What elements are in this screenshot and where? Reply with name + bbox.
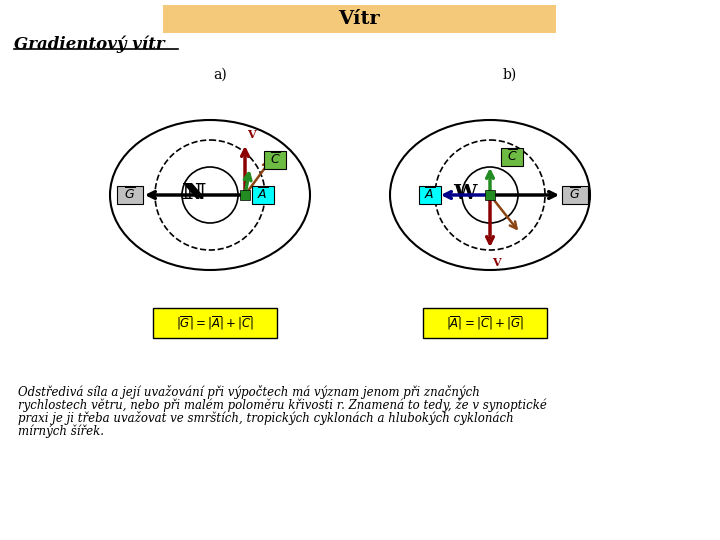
Text: N: N	[186, 182, 206, 204]
Text: $\overline{C}$: $\overline{C}$	[269, 152, 280, 168]
Text: $\overline{C}$: $\overline{C}$	[507, 149, 518, 165]
Text: $|\overline{G}| = |\overline{A}| + |\overline{C}|$: $|\overline{G}| = |\overline{A}| + |\ove…	[176, 314, 254, 332]
Text: $\overline{G}$: $\overline{G}$	[124, 187, 136, 202]
Text: V: V	[247, 129, 256, 140]
Text: rychlostech větru, nebo při malém poloměru křivosti r. Znamená to tedy, že v syn: rychlostech větru, nebo při malém polomě…	[18, 398, 547, 412]
Text: mírných šířek.: mírných šířek.	[18, 424, 104, 437]
FancyBboxPatch shape	[240, 190, 250, 200]
Text: $\overline{A}$: $\overline{A}$	[424, 187, 436, 202]
Text: V: V	[492, 257, 500, 268]
Text: $\overline{A}$: $\overline{A}$	[257, 187, 269, 202]
Text: Vítr: Vítr	[338, 10, 380, 28]
FancyBboxPatch shape	[485, 190, 495, 200]
FancyBboxPatch shape	[163, 5, 556, 33]
Text: W: W	[454, 183, 477, 203]
FancyBboxPatch shape	[419, 186, 441, 204]
FancyBboxPatch shape	[252, 186, 274, 204]
FancyBboxPatch shape	[562, 186, 588, 204]
Text: b): b)	[503, 68, 517, 82]
Text: Gradientový vítr: Gradientový vítr	[14, 35, 165, 53]
FancyBboxPatch shape	[153, 308, 277, 338]
Text: $|\overline{A}| = |\overline{C}| + |\overline{G}|$: $|\overline{A}| = |\overline{C}| + |\ove…	[446, 314, 524, 332]
FancyBboxPatch shape	[423, 308, 547, 338]
Text: N: N	[182, 182, 202, 204]
FancyBboxPatch shape	[264, 151, 286, 169]
Text: a): a)	[213, 68, 227, 82]
Text: Odstředivá síla a její uvažování při výpočtech má význam jenom při značných: Odstředivá síla a její uvažování při výp…	[18, 385, 480, 399]
Text: $\overline{G}$: $\overline{G}$	[569, 187, 581, 202]
FancyBboxPatch shape	[117, 186, 143, 204]
Text: praxi je ji třeba uvažovat ve smrštích, tropických cyklonách a hlubokých cykloná: praxi je ji třeba uvažovat ve smrštích, …	[18, 411, 514, 425]
FancyBboxPatch shape	[501, 148, 523, 166]
